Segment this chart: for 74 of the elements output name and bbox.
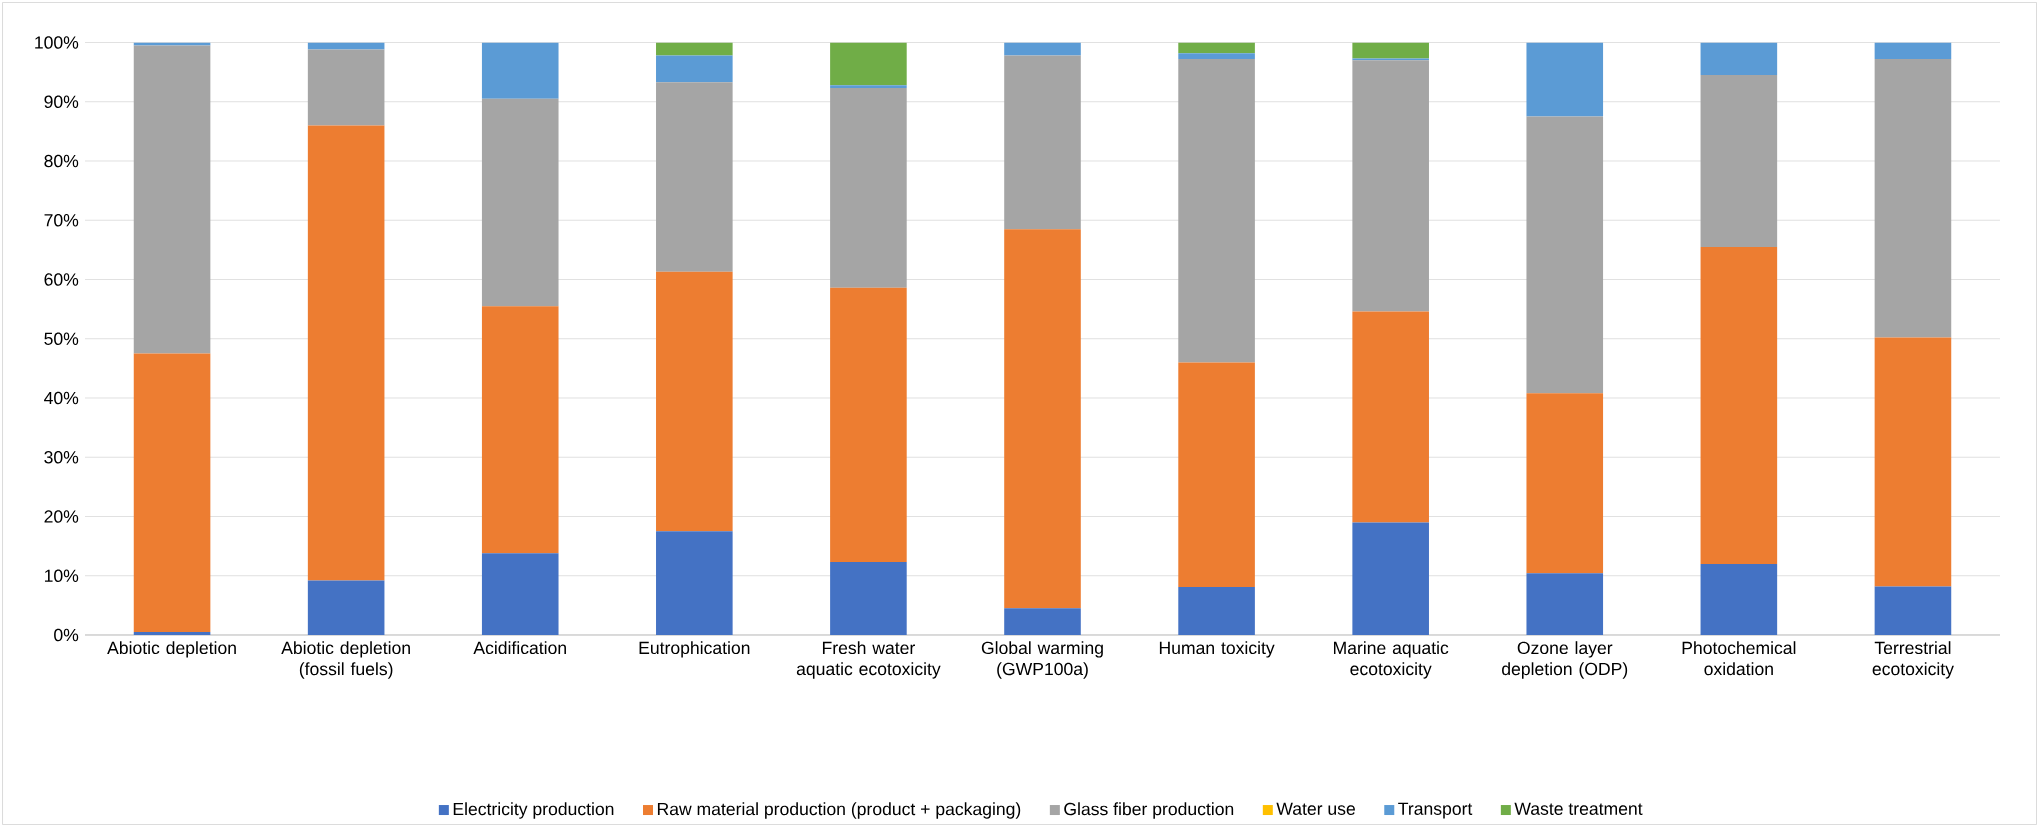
bar bbox=[1004, 229, 1081, 609]
bar bbox=[133, 45, 211, 354]
bar bbox=[1874, 42, 1952, 60]
x-tick-label: Human toxicity bbox=[1159, 641, 1275, 658]
x-tick-label: Fresh water aquatic ecotoxicity bbox=[796, 641, 941, 679]
bar bbox=[830, 287, 907, 563]
bar bbox=[656, 82, 733, 272]
bar bbox=[133, 353, 211, 633]
bar bbox=[481, 306, 559, 554]
bar bbox=[656, 531, 733, 635]
bar bbox=[307, 125, 385, 581]
bar bbox=[1526, 116, 1604, 394]
bar bbox=[1700, 246, 1778, 564]
y-tick-label: 30% bbox=[44, 451, 79, 464]
bar bbox=[1004, 55, 1081, 230]
bar bbox=[1004, 42, 1081, 56]
bar bbox=[1352, 42, 1429, 59]
y-tick-label: 90% bbox=[44, 95, 79, 108]
bar bbox=[307, 49, 385, 126]
bar bbox=[481, 553, 559, 635]
bar bbox=[1874, 59, 1952, 338]
bar bbox=[830, 42, 907, 86]
bar bbox=[1004, 608, 1081, 635]
bar bbox=[656, 271, 733, 532]
bar bbox=[830, 88, 907, 288]
x-tick-label: Abiotic depletion bbox=[107, 641, 236, 658]
bar bbox=[1700, 563, 1778, 635]
x-tick-label: Eutrophication bbox=[639, 641, 750, 658]
y-tick-label: 70% bbox=[44, 214, 79, 227]
bar bbox=[307, 580, 385, 635]
legend-label: Water use bbox=[1276, 802, 1355, 815]
bar bbox=[830, 85, 907, 89]
legend-label: Transport bbox=[1398, 802, 1473, 819]
bar bbox=[1526, 573, 1604, 635]
bar bbox=[656, 55, 733, 83]
bar bbox=[481, 98, 559, 307]
bar bbox=[1178, 59, 1255, 363]
bar bbox=[1178, 53, 1255, 60]
x-tick-label: Photochemical oxidation bbox=[1682, 641, 1796, 676]
bar bbox=[1178, 42, 1255, 54]
bar bbox=[307, 42, 385, 50]
bar bbox=[656, 42, 733, 56]
bar bbox=[133, 632, 211, 635]
bar bbox=[1700, 42, 1778, 76]
y-tick-label: 60% bbox=[44, 273, 79, 286]
bar bbox=[1526, 393, 1604, 574]
bar bbox=[1874, 586, 1952, 635]
legend-label: Glass fiber production bbox=[1064, 802, 1234, 819]
legend-label: Electricity production bbox=[453, 802, 614, 819]
x-tick-label: Terrestrial ecotoxicity bbox=[1872, 641, 1954, 679]
x-tick-label: Abiotic depletion (fossil fuels) bbox=[281, 641, 410, 679]
x-tick-label: Marine aquatic ecotoxicity bbox=[1333, 641, 1449, 679]
legend-label: Waste treatment bbox=[1514, 802, 1643, 815]
bar bbox=[1352, 60, 1429, 312]
y-tick-label: 20% bbox=[44, 510, 79, 523]
y-tick-label: 50% bbox=[44, 332, 79, 345]
bar bbox=[1352, 522, 1429, 635]
y-tick-label: 40% bbox=[44, 391, 79, 405]
bar bbox=[1178, 587, 1255, 635]
y-tick-label: 10% bbox=[44, 569, 79, 582]
bar bbox=[1874, 337, 1952, 587]
x-tick-label: Global warming (GWP100a) bbox=[981, 641, 1103, 679]
bar bbox=[481, 42, 559, 99]
bar bbox=[1178, 362, 1255, 587]
bar bbox=[1526, 42, 1604, 117]
y-tick-label: 80% bbox=[44, 154, 79, 168]
bar bbox=[1352, 311, 1429, 523]
bar bbox=[830, 562, 907, 635]
legend-label: Raw material production (product + packaging) bbox=[657, 802, 1021, 819]
x-tick-label: Acidification bbox=[473, 641, 566, 655]
y-tick-label: 0% bbox=[54, 628, 79, 642]
x-tick-label: Ozone layer depletion (ODP) bbox=[1502, 641, 1628, 679]
y-tick-label: 100% bbox=[35, 36, 79, 49]
bar bbox=[1700, 75, 1778, 247]
